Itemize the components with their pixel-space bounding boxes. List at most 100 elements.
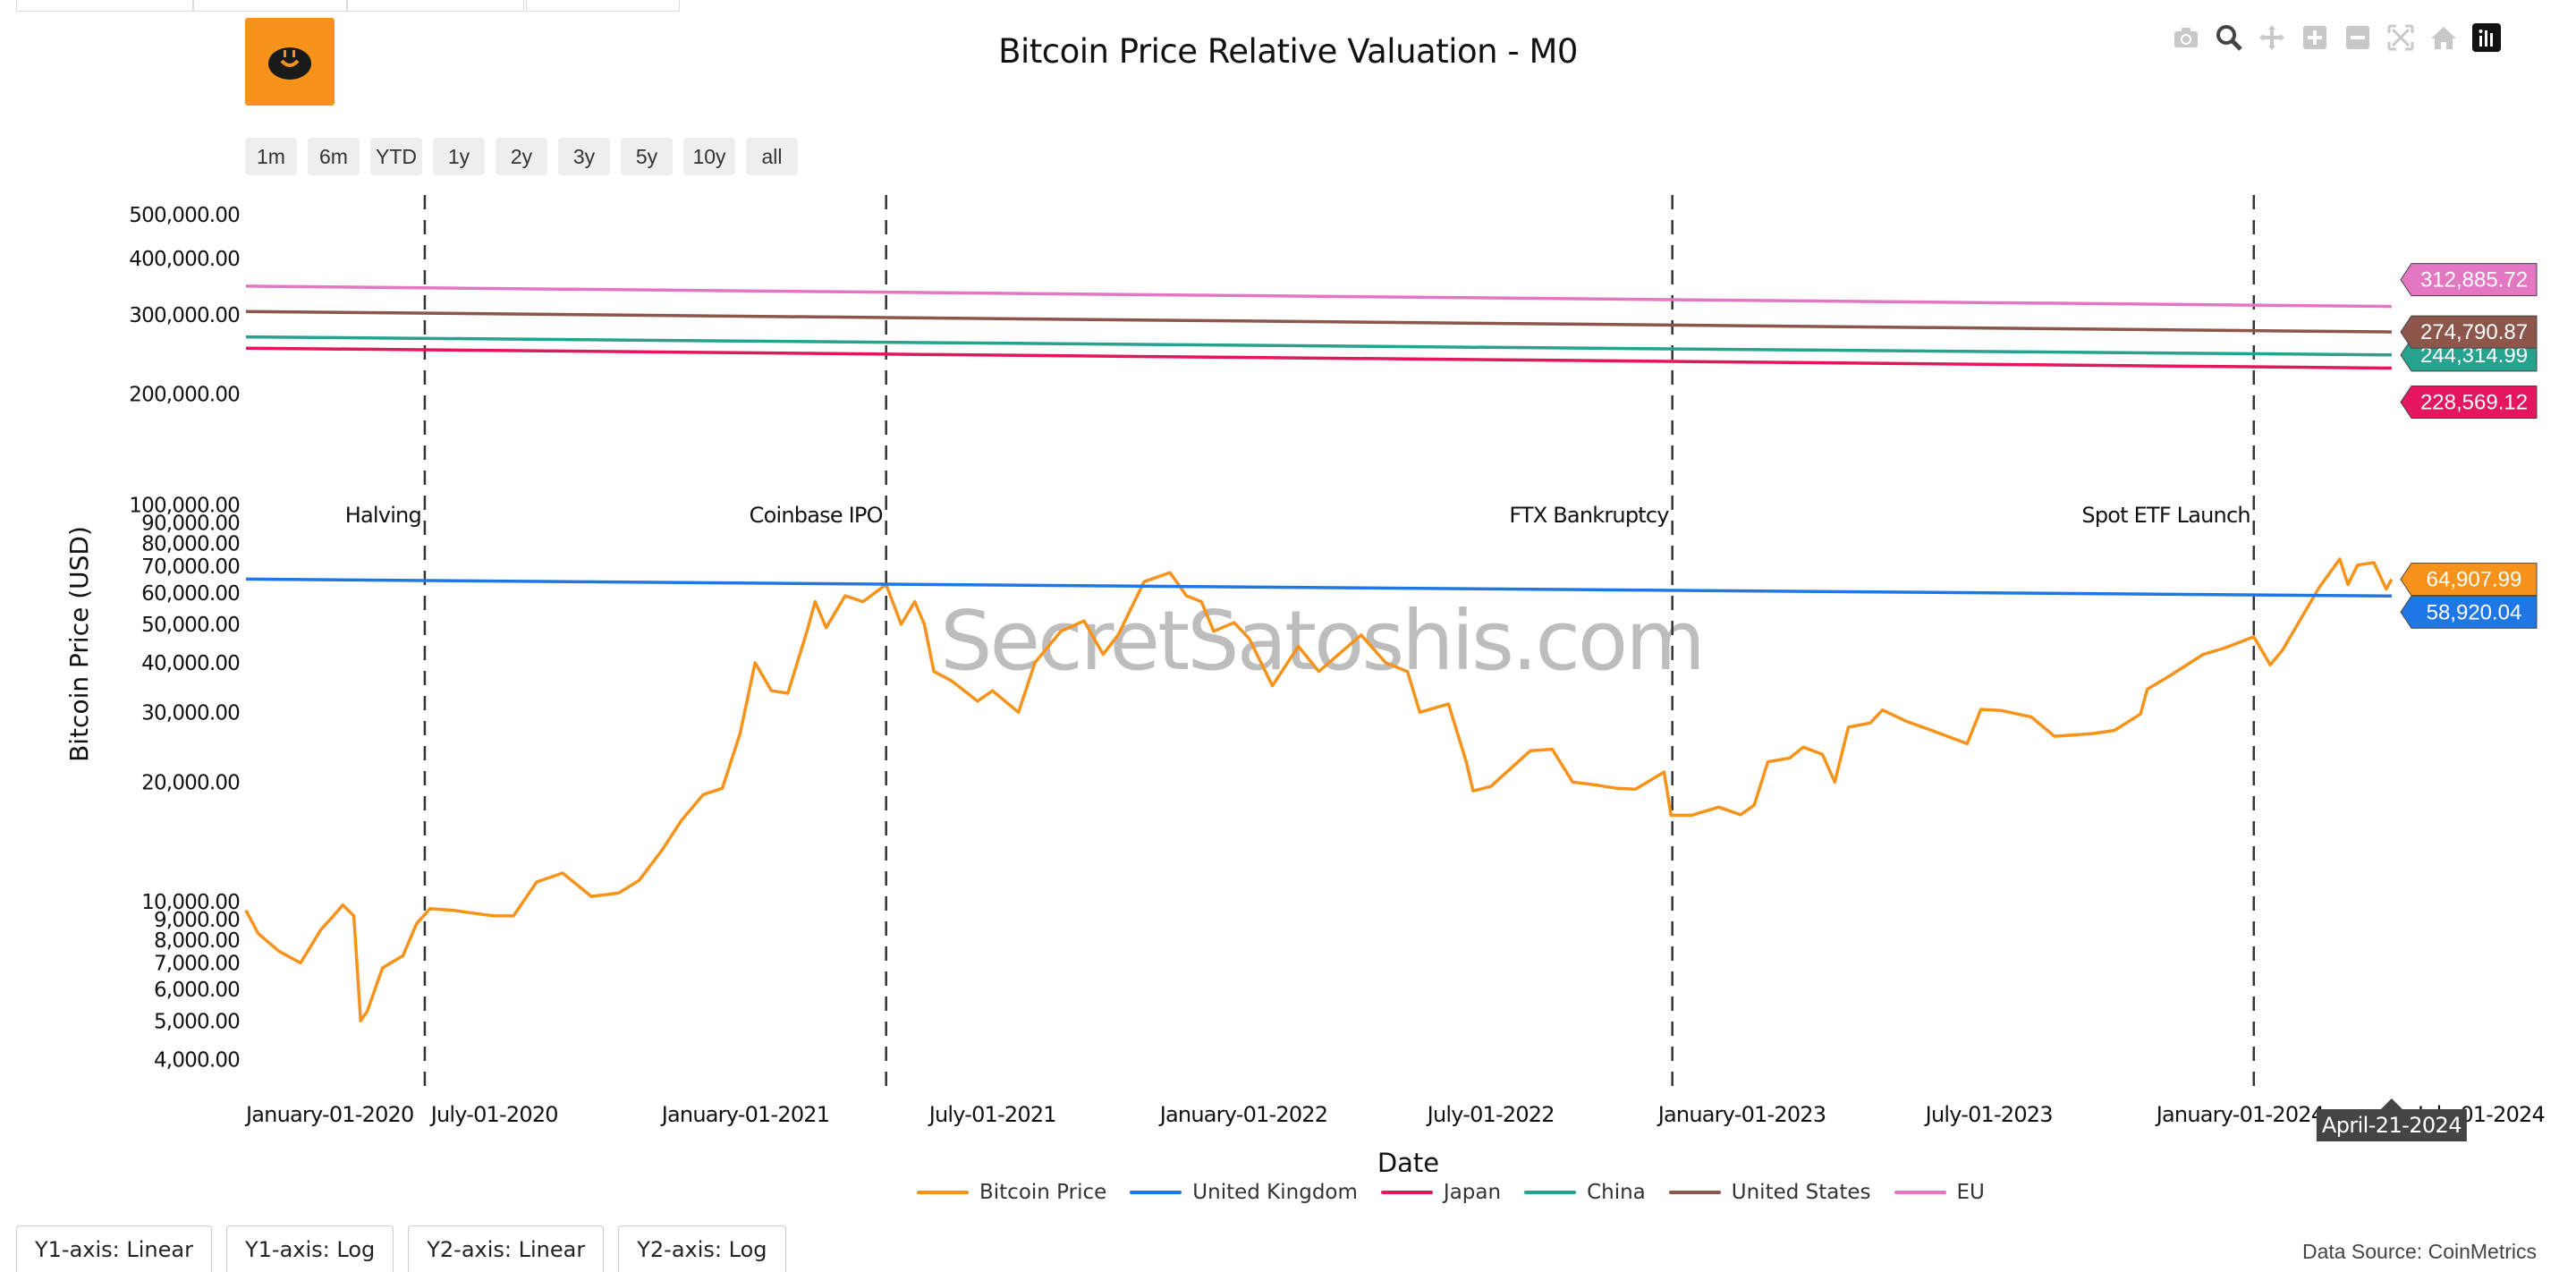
x-tick-label: July-01-2022 xyxy=(1426,1102,1555,1127)
y2-log-button[interactable]: Y2-axis: Log xyxy=(618,1225,786,1272)
range-button[interactable]: 10y xyxy=(683,138,735,175)
end-value-flag xyxy=(2400,595,2538,629)
zoom-in-icon[interactable] xyxy=(2293,20,2336,55)
end-value-label: 64,907.99 xyxy=(2427,568,2522,592)
legend-swatch xyxy=(1668,1191,1721,1194)
hover-label-box xyxy=(2316,1098,2467,1141)
y1-tick-label: 9,000.00 xyxy=(154,909,240,932)
chart-title: Bitcoin Price Relative Valuation - M0 xyxy=(998,32,1578,71)
x-tick-label: July-01-2021 xyxy=(928,1102,1056,1127)
x-tick-label: July-01-2023 xyxy=(1924,1102,2053,1127)
hover-label: April-21-2024 xyxy=(2322,1113,2462,1138)
camera-icon[interactable] xyxy=(2165,20,2207,55)
x-tick-label: January-01-2024 xyxy=(2155,1102,2325,1127)
end-value-flag xyxy=(2400,263,2538,297)
chart-canvas[interactable]: SecretSatoshis.com 4,000.00 5,000.00 6,000.… xyxy=(0,0,2576,1172)
zoom-out-icon[interactable] xyxy=(2336,20,2379,55)
tab-stub xyxy=(193,0,347,12)
legend-item-japan[interactable]: Japan xyxy=(1380,1181,1502,1204)
range-button[interactable]: 3y xyxy=(558,138,610,175)
legend-label: China xyxy=(1587,1181,1646,1204)
watermark: SecretSatoshis.com xyxy=(940,593,1703,689)
y2-linear-button[interactable]: Y2-axis: Linear xyxy=(408,1225,605,1272)
y1-tick-label: 70,000.00 xyxy=(141,555,240,579)
legend: Bitcoin Price United Kingdom Japan China… xyxy=(917,1181,1985,1204)
x-tick-label: January-01-2021 xyxy=(660,1102,830,1127)
legend-swatch xyxy=(917,1191,969,1194)
legend-item-eu[interactable]: EU xyxy=(1894,1181,1985,1204)
legend-item-united-kingdom[interactable]: United Kingdom xyxy=(1130,1181,1358,1204)
y1-tick-label: 10,000.00 xyxy=(141,891,240,914)
series-line-china xyxy=(245,335,2392,357)
y1-tick-label: 20,000.00 xyxy=(141,771,240,794)
y-axis-title: Bitcoin Price (USD) xyxy=(64,526,94,762)
y2-tick-label: 400,000.00 xyxy=(129,248,240,271)
range-selector: 1m 6m YTD 1y 2y 3y 5y 10y all xyxy=(245,138,798,175)
series-line-eu xyxy=(245,284,2392,309)
pan-icon[interactable] xyxy=(2250,20,2293,55)
end-value-flag xyxy=(2400,315,2538,349)
event-label: Coinbase IPO xyxy=(750,503,883,528)
x-tick-label: January-01-2022 xyxy=(1158,1102,1328,1127)
y1-tick-label: 90,000.00 xyxy=(141,513,240,536)
legend-item-bitcoin-price[interactable]: Bitcoin Price xyxy=(917,1181,1106,1204)
y1-tick-label: 8,000.00 xyxy=(154,929,240,953)
y1-tick-label: 4,000.00 xyxy=(154,1048,240,1072)
y2-tick-label: 200,000.00 xyxy=(129,384,240,407)
tab-stub xyxy=(526,0,680,12)
legend-swatch xyxy=(1524,1191,1577,1194)
range-button[interactable]: 1m xyxy=(245,138,297,175)
range-button[interactable]: YTD xyxy=(370,138,422,175)
end-value-flag xyxy=(2400,563,2538,597)
legend-label: Bitcoin Price xyxy=(979,1181,1107,1204)
reset-axes-icon[interactable] xyxy=(2422,20,2465,55)
legend-label: EU xyxy=(1956,1181,1985,1204)
legend-item-china[interactable]: China xyxy=(1524,1181,1646,1204)
end-value-label: 58,920.04 xyxy=(2427,600,2522,624)
event-label: Spot ETF Launch xyxy=(2081,503,2250,528)
x-axis-title: Date xyxy=(1377,1148,1439,1172)
end-value-label: 312,885.72 xyxy=(2420,268,2528,293)
range-button[interactable]: 6m xyxy=(308,138,360,175)
end-value-label: 274,790.87 xyxy=(2420,320,2528,344)
y2-tick-label: 300,000.00 xyxy=(129,304,240,327)
autoscale-icon[interactable] xyxy=(2379,20,2422,55)
y1-tick-label: 30,000.00 xyxy=(141,701,240,725)
y1-tick-label: 50,000.00 xyxy=(141,614,240,637)
bitcoin-logo-icon xyxy=(245,18,335,106)
range-button[interactable]: all xyxy=(746,138,798,175)
end-value-label: 228,569.12 xyxy=(2420,390,2528,414)
y1-tick-label: 7,000.00 xyxy=(154,953,240,976)
y1-tick-label: 6,000.00 xyxy=(154,979,240,1002)
plotly-logo-icon[interactable] xyxy=(2465,20,2508,55)
x-tick-label: July-01-2020 xyxy=(429,1102,558,1127)
event-label: Halving xyxy=(345,503,421,528)
range-button[interactable]: 5y xyxy=(621,138,673,175)
y1-tick-label: 5,000.00 xyxy=(154,1010,240,1033)
legend-label: United States xyxy=(1731,1181,1871,1204)
modebar xyxy=(2165,20,2508,55)
legend-item-united-states[interactable]: United States xyxy=(1668,1181,1871,1204)
axis-scale-buttons: Y1-axis: Linear Y1-axis: Log Y2-axis: Li… xyxy=(16,1225,786,1272)
series-line-japan xyxy=(245,346,2392,370)
end-value-flag xyxy=(2400,385,2538,419)
tab-stub xyxy=(347,0,524,12)
y1-tick-label: 80,000.00 xyxy=(141,532,240,555)
y1-tick-label: 60,000.00 xyxy=(141,582,240,606)
range-button[interactable]: 2y xyxy=(496,138,547,175)
series-line-united-kingdom xyxy=(245,577,2392,598)
y1-tick-label: 40,000.00 xyxy=(141,652,240,675)
range-button[interactable]: 1y xyxy=(433,138,485,175)
legend-label: Japan xyxy=(1443,1181,1502,1204)
y1-tick-label: 100,000.00 xyxy=(129,494,240,517)
legend-swatch xyxy=(1894,1191,1946,1194)
y2-tick-label: 500,000.00 xyxy=(129,204,240,227)
y1-linear-button[interactable]: Y1-axis: Linear xyxy=(16,1225,212,1272)
zoom-icon[interactable] xyxy=(2207,20,2250,55)
x-tick-label: January-01-2020 xyxy=(244,1102,414,1127)
series-line-united-states xyxy=(245,310,2392,334)
y1-log-button[interactable]: Y1-axis: Log xyxy=(225,1225,394,1272)
x-tick-label: January-01-2023 xyxy=(1657,1102,1826,1127)
series-line-bitcoin-price xyxy=(244,557,2394,1023)
legend-label: United Kingdom xyxy=(1192,1181,1358,1204)
